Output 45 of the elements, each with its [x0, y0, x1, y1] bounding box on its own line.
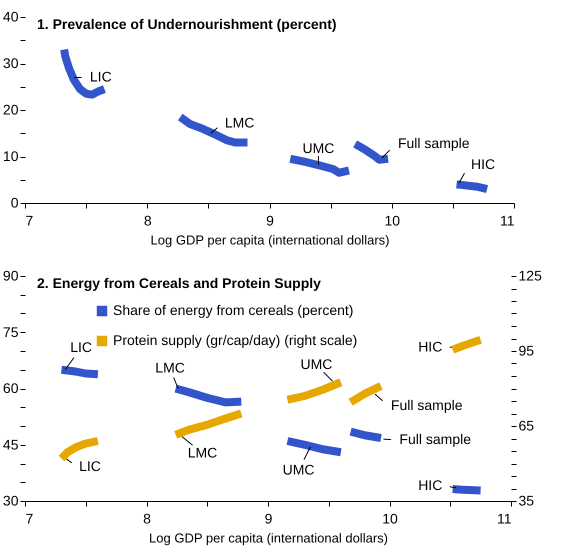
- chart-title: 1. Prevalence of Undernourishment (percent): [37, 16, 337, 32]
- x-tick-label: 10: [382, 510, 398, 526]
- annotation: UMC: [302, 140, 334, 156]
- x-tick-label: 8: [143, 510, 152, 526]
- x-tick-label: 9: [264, 510, 273, 526]
- y2-tick-label: 35: [518, 492, 534, 508]
- x-tick-label: 8: [144, 212, 152, 228]
- y-tick-label: 10: [2, 148, 19, 164]
- x-axis-title: Log GDP per capita (international dollars): [149, 530, 388, 546]
- y-tick-label: 40: [2, 8, 19, 24]
- x-tick-label: 10: [384, 212, 400, 228]
- legend-label: Protein supply (gr/cap/day) (right scale): [113, 332, 358, 348]
- annotation: HIC: [418, 338, 442, 354]
- y2-tick-label: 125: [518, 268, 542, 284]
- x-tick-label: 9: [266, 212, 274, 228]
- annotation: Full sample: [398, 134, 470, 151]
- x-axis-title: Log GDP per capita (international dollars): [150, 232, 390, 248]
- annotation: LMC: [188, 444, 218, 460]
- y-tick-label: 0: [10, 194, 19, 210]
- annotation: LIC: [90, 68, 112, 84]
- annotation: LIC: [70, 338, 92, 355]
- annotation: LMC: [155, 360, 185, 376]
- x-tick-label: 7: [26, 212, 34, 228]
- y-tick-label: 30: [2, 492, 19, 508]
- y-tick-label: 20: [2, 102, 19, 118]
- annotation: HIC: [470, 156, 496, 172]
- y-tick-label: 90: [2, 268, 19, 284]
- legend-label: Share of energy from cereals (percent): [113, 302, 354, 318]
- x-tick-label: 11: [496, 510, 512, 526]
- annotation: UMC: [300, 356, 332, 372]
- x-tick-label: 7: [26, 510, 34, 526]
- annotation: Full sample: [390, 397, 463, 414]
- y2-tick-label: 95: [518, 342, 534, 358]
- annotation: LMC: [224, 114, 254, 130]
- chart-title: 2. Energy from Cereals and Protein Supply: [37, 275, 322, 291]
- annotation: HIC: [418, 476, 442, 493]
- annotation: UMC: [282, 462, 314, 478]
- y-tick-label: 45: [2, 436, 19, 452]
- annotation: LIC: [79, 458, 101, 474]
- annotation: Full sample: [399, 431, 472, 448]
- y-tick-label: 30: [2, 55, 19, 71]
- y-tick-label: 60: [2, 380, 19, 396]
- y2-tick-label: 65: [518, 418, 534, 434]
- x-tick-label: 11: [500, 212, 515, 228]
- y-tick-label: 75: [2, 324, 19, 340]
